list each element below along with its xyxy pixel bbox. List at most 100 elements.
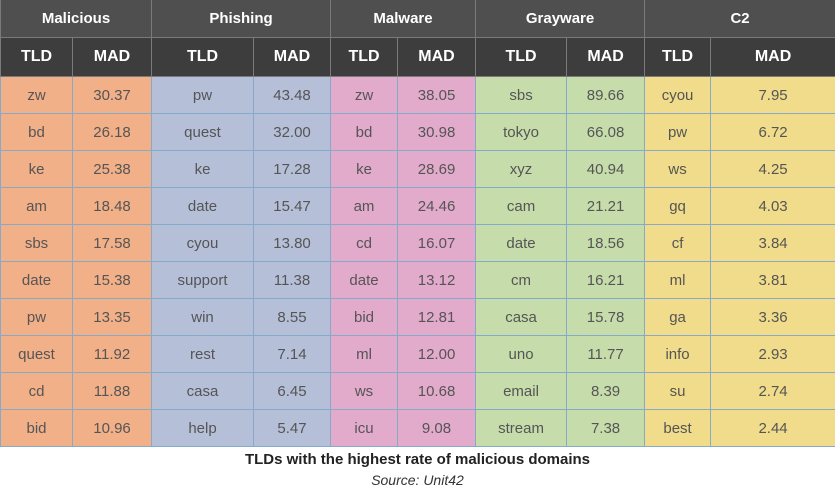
tld-cell-malicious: date <box>0 261 73 299</box>
tld-cell-grayware: cam <box>475 187 568 225</box>
table-row: bid 10.96 help 5.47 icu 9.08 stream 7.38 best 2.4… <box>0 409 835 447</box>
mad-cell-c2: 6.72 <box>710 113 835 151</box>
mad-cell-phishing: 32.00 <box>253 113 332 151</box>
tld-cell-c2: gq <box>644 187 712 225</box>
category-header-grayware: Grayware <box>475 0 646 38</box>
tld-cell-malware: ws <box>330 372 399 410</box>
mad-cell-c2: 2.74 <box>710 372 835 410</box>
tld-cell-malware: zw <box>330 76 399 114</box>
mad-cell-malicious: 25.38 <box>71 150 153 188</box>
tld-cell-c2: ga <box>644 298 712 336</box>
tld-cell-c2: ws <box>644 150 712 188</box>
tld-cell-malicious: zw <box>0 76 73 114</box>
mad-cell-grayware: 40.94 <box>566 150 646 188</box>
mad-cell-malware: 24.46 <box>397 187 477 225</box>
mad-cell-c2: 4.03 <box>710 187 835 225</box>
tld-cell-malware: cd <box>330 224 399 262</box>
table-row: quest 11.92 rest 7.14 ml 12.00 uno 11.77 info 2.9… <box>0 335 835 373</box>
table-row: ke 25.38 ke 17.28 ke 28.69 xyz 40.94 ws 4.25 <box>0 150 835 188</box>
mad-cell-malware: 12.81 <box>397 298 477 336</box>
mad-cell-grayware: 16.21 <box>566 261 646 299</box>
mad-cell-grayware: 11.77 <box>566 335 646 373</box>
mad-cell-phishing: 7.14 <box>253 335 332 373</box>
table-row: bd 26.18 quest 32.00 bd 30.98 tokyo 66.08 pw 6.72 <box>0 113 835 151</box>
tld-cell-phishing: rest <box>151 335 255 373</box>
mad-cell-phishing: 13.80 <box>253 224 332 262</box>
tld-cell-c2: ml <box>644 261 712 299</box>
tld-cell-phishing: support <box>151 261 255 299</box>
mad-cell-malicious: 10.96 <box>71 409 153 447</box>
mad-cell-grayware: 66.08 <box>566 113 646 151</box>
mad-cell-malware: 16.07 <box>397 224 477 262</box>
mad-cell-grayware: 21.21 <box>566 187 646 225</box>
tld-cell-grayware: tokyo <box>475 113 568 151</box>
mad-header: MAD <box>397 37 477 77</box>
category-header-phishing: Phishing <box>151 0 332 38</box>
column-header-row: TLD MAD TLD MAD TLD MAD TLD MAD TLD MAD <box>0 37 835 77</box>
tld-cell-phishing: casa <box>151 372 255 410</box>
tld-cell-malicious: quest <box>0 335 73 373</box>
table-row: am 18.48 date 15.47 am 24.46 cam 21.21 gq 4.03 <box>0 187 835 225</box>
mad-cell-grayware: 89.66 <box>566 76 646 114</box>
tld-cell-grayware: sbs <box>475 76 568 114</box>
mad-header: MAD <box>71 37 153 77</box>
mad-cell-c2: 3.36 <box>710 298 835 336</box>
tld-cell-malware: icu <box>330 409 399 447</box>
mad-cell-malware: 12.00 <box>397 335 477 373</box>
mad-cell-malware: 38.05 <box>397 76 477 114</box>
tld-cell-phishing: pw <box>151 76 255 114</box>
tld-cell-malicious: bd <box>0 113 73 151</box>
category-header-malicious: Malicious <box>0 0 153 38</box>
tld-cell-malware: am <box>330 187 399 225</box>
category-header-row: Malicious Phishing Malware Grayware C2 <box>0 0 835 38</box>
mad-cell-grayware: 18.56 <box>566 224 646 262</box>
mad-header: MAD <box>566 37 646 77</box>
mad-cell-grayware: 7.38 <box>566 409 646 447</box>
tld-cell-malware: date <box>330 261 399 299</box>
tld-cell-grayware: uno <box>475 335 568 373</box>
tld-cell-grayware: stream <box>475 409 568 447</box>
tld-cell-phishing: win <box>151 298 255 336</box>
mad-cell-phishing: 6.45 <box>253 372 332 410</box>
tld-cell-grayware: xyz <box>475 150 568 188</box>
mad-cell-grayware: 8.39 <box>566 372 646 410</box>
mad-cell-malware: 9.08 <box>397 409 477 447</box>
table-caption: TLDs with the highest rate of malicious … <box>244 451 591 468</box>
tld-cell-phishing: cyou <box>151 224 255 262</box>
mad-cell-malware: 13.12 <box>397 261 477 299</box>
mad-cell-malware: 10.68 <box>397 372 477 410</box>
mad-cell-c2: 7.95 <box>710 76 835 114</box>
tld-header: TLD <box>0 37 73 77</box>
table-row: pw 13.35 win 8.55 bid 12.81 casa 15.78 ga 3.36 <box>0 298 835 336</box>
tld-cell-c2: cf <box>644 224 712 262</box>
table-row: sbs 17.58 cyou 13.80 cd 16.07 date 18.56 cf 3.84 <box>0 224 835 262</box>
tld-header: TLD <box>330 37 399 77</box>
mad-cell-malicious: 17.58 <box>71 224 153 262</box>
mad-cell-malicious: 13.35 <box>71 298 153 336</box>
tld-cell-malware: ml <box>330 335 399 373</box>
tld-header: TLD <box>644 37 712 77</box>
mad-cell-malicious: 11.92 <box>71 335 153 373</box>
mad-header: MAD <box>253 37 332 77</box>
mad-cell-phishing: 5.47 <box>253 409 332 447</box>
mad-header: MAD <box>710 37 835 77</box>
tld-cell-grayware: cm <box>475 261 568 299</box>
tld-table: Malicious Phishing Malware Grayware C2 T… <box>0 0 835 447</box>
mad-cell-phishing: 17.28 <box>253 150 332 188</box>
tld-cell-phishing: ke <box>151 150 255 188</box>
tld-header: TLD <box>475 37 568 77</box>
mad-cell-c2: 4.25 <box>710 150 835 188</box>
tld-cell-malware: bid <box>330 298 399 336</box>
category-header-c2: C2 <box>644 0 835 38</box>
tld-cell-grayware: casa <box>475 298 568 336</box>
tld-cell-phishing: date <box>151 187 255 225</box>
tld-cell-malicious: am <box>0 187 73 225</box>
tld-cell-c2: cyou <box>644 76 712 114</box>
tld-cell-grayware: date <box>475 224 568 262</box>
tld-cell-malicious: cd <box>0 372 73 410</box>
mad-cell-malicious: 11.88 <box>71 372 153 410</box>
mad-cell-c2: 2.93 <box>710 335 835 373</box>
table-body: zw 30.37 pw 43.48 zw 38.05 sbs 89.66 cyou 7.95 bd 2… <box>0 76 835 447</box>
tld-cell-malicious: pw <box>0 298 73 336</box>
